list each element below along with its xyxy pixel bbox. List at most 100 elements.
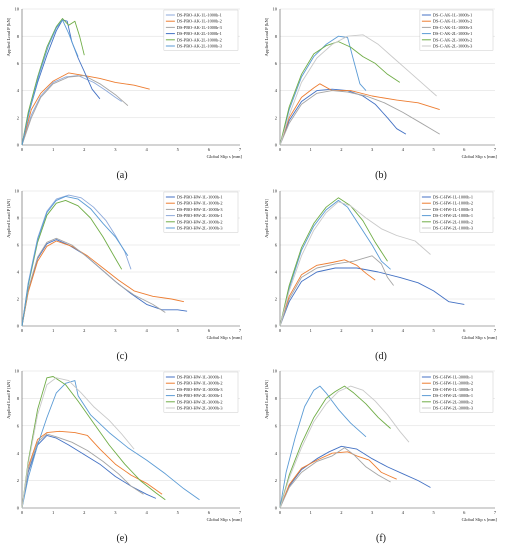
x-tick-label: 5 [177, 328, 180, 333]
series-line [21, 377, 135, 509]
x-tick-label: 1 [310, 328, 312, 333]
legend-label: DS-C-HW-2L-3000h-3 [433, 406, 473, 411]
legend-label: DS-PBO-HW-2L-3000h-2 [177, 399, 223, 404]
series-line [21, 199, 123, 327]
y-tick-label: 0 [17, 143, 20, 148]
legend-label: DS-PBO-AK-1L-1000h-3 [177, 25, 222, 30]
x-axis-label: Global Slip s [mm] [207, 154, 243, 159]
series-line [279, 88, 407, 146]
legend-box [163, 371, 239, 413]
x-tick-label: 5 [432, 510, 435, 515]
y-tick-label: 4 [275, 451, 278, 456]
legend-label: DS-C-HW-1L-3000h-2 [433, 381, 473, 386]
x-axis-label: Global Slip s [mm] [462, 154, 498, 159]
y-tick-label: 0 [17, 324, 20, 329]
series-line [21, 237, 166, 327]
y-tick-label: 10 [15, 7, 20, 12]
x-tick-label: 0 [21, 147, 24, 152]
series-line [21, 240, 184, 327]
x-tick-label: 2 [340, 328, 342, 333]
x-tick-label: 2 [340, 510, 342, 515]
panel-label-f: (f) [376, 533, 386, 544]
x-tick-label: 4 [145, 328, 148, 333]
y-tick-label: 4 [17, 270, 20, 275]
y-tick-label: 8 [17, 216, 20, 221]
x-tick-label: 2 [83, 510, 85, 515]
legend-label: DS-PBO-HW-1L-3000h-3 [177, 387, 223, 392]
chart-panel-a: 0 2 4 6 8 10 0 1 2 3 4 5 6 7 Applied Load P [kN] Global… [6, 7, 243, 159]
series-line [279, 41, 401, 146]
series-line [279, 35, 367, 146]
y-axis-label: Applied Load P [kN] [264, 199, 269, 238]
x-tick-label: 1 [310, 510, 312, 515]
x-tick-label: 5 [432, 328, 435, 333]
y-tick-label: 10 [273, 369, 278, 374]
series-line [279, 451, 397, 509]
x-tick-label: 7 [239, 510, 242, 515]
y-tick-label: 6 [17, 61, 20, 66]
legend-label: DS-C-HW-2L-3000h-2 [433, 399, 473, 404]
x-tick-label: 5 [432, 147, 435, 152]
legend-label: DS-C-HW-1L-1000h-2 [433, 201, 473, 206]
x-tick-label: 6 [208, 147, 211, 152]
legend-label: DS-C-HW-2L-1000h-2 [433, 219, 473, 224]
y-tick-label: 6 [17, 423, 20, 428]
legend-label: DS-C-HW-1L-3000h-3 [433, 387, 473, 392]
x-tick-label: 5 [177, 147, 180, 152]
x-tick-label: 6 [463, 328, 466, 333]
y-tick-label: 4 [17, 88, 20, 93]
legend-label: DS-C-HW-1L-3000h-1 [433, 375, 473, 380]
panel-label-a: (a) [116, 170, 128, 181]
x-tick-label: 1 [310, 147, 312, 152]
series-line [279, 199, 391, 327]
series-line [279, 385, 367, 509]
x-tick-label: 3 [114, 147, 117, 152]
y-tick-label: 2 [275, 115, 277, 120]
series-line [279, 83, 440, 146]
legend-label: DS-PBO-HW-2L-3000h-3 [177, 406, 223, 411]
series-line [21, 239, 188, 327]
chart-panel-f: 0 2 4 6 8 10 0 1 2 3 4 5 6 7 Applied Load P [kN] Global… [264, 369, 497, 522]
series-line [21, 430, 163, 509]
chart-panel-c: 0 2 4 6 8 10 0 1 2 3 4 5 6 7 Applied Load P [kN] Global… [6, 189, 242, 340]
x-tick-label: 1 [52, 147, 54, 152]
series-line [21, 19, 79, 146]
x-tick-label: 6 [208, 328, 211, 333]
x-tick-label: 3 [371, 328, 374, 333]
chart-panel-d: 0 2 4 6 8 10 0 1 2 3 4 5 6 7 Applied Load P [kN] Global… [264, 189, 498, 340]
y-tick-label: 6 [275, 61, 278, 66]
y-tick-label: 10 [15, 369, 20, 374]
x-tick-label: 3 [371, 147, 374, 152]
legend-label: DS-PBO-HW-1L-3000h-1 [177, 375, 223, 380]
legend-box [163, 191, 239, 233]
y-axis-label: Applied Load P [kN] [6, 380, 11, 419]
chart-panel-e: 0 2 4 6 8 10 0 1 2 3 4 5 6 7 Applied Load P [kN] Global… [6, 369, 243, 522]
y-tick-label: 6 [275, 243, 278, 248]
legend-label: DS-C-HW-2L-1000h-1 [433, 213, 473, 218]
x-tick-label: 6 [463, 510, 466, 515]
legend-box [419, 371, 494, 413]
x-tick-label: 0 [279, 328, 282, 333]
x-tick-label: 4 [145, 147, 148, 152]
x-tick-label: 1 [52, 328, 54, 333]
x-tick-label: 0 [279, 147, 282, 152]
x-axis-label: Global Slip s [mm] [462, 335, 498, 340]
x-axis-label: Global Slip s [mm] [207, 517, 243, 522]
series-line [279, 90, 440, 146]
legend-label: DS-PBO-AK-1L-1000h-2 [177, 19, 222, 24]
x-tick-label: 3 [114, 510, 117, 515]
series-line [21, 433, 144, 509]
x-tick-label: 4 [145, 510, 148, 515]
y-tick-label: 4 [275, 88, 278, 93]
legend-label: DS-C-AK-1L-1000h-1 [433, 13, 472, 18]
series-line [279, 255, 394, 327]
y-tick-label: 8 [275, 216, 278, 221]
x-tick-label: 4 [402, 328, 405, 333]
y-tick-label: 8 [275, 396, 278, 401]
y-tick-label: 6 [275, 423, 278, 428]
y-tick-label: 6 [17, 243, 20, 248]
x-tick-label: 4 [402, 147, 405, 152]
series-line [279, 267, 465, 327]
x-tick-label: 7 [494, 147, 497, 152]
